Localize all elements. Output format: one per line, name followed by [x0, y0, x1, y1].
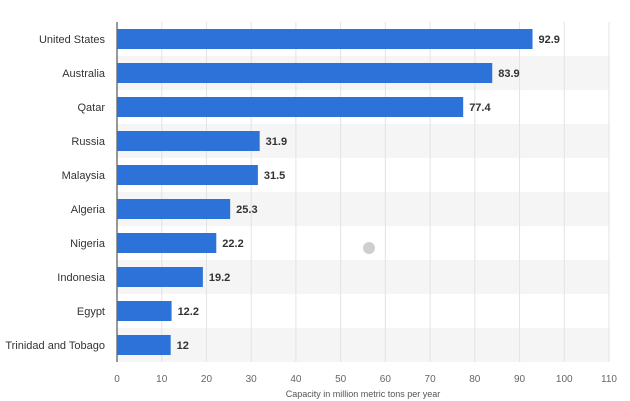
row-bands: [117, 56, 609, 362]
x-tick-label: 80: [469, 374, 481, 385]
x-tick-label: 110: [601, 374, 617, 385]
value-label: 92.9: [539, 34, 560, 46]
value-label: 12: [177, 340, 189, 352]
x-tick-label: 30: [246, 374, 258, 385]
x-tick-label: 50: [335, 374, 347, 385]
mouse-cursor-indicator: [363, 242, 375, 254]
value-label: 77.4: [469, 102, 491, 114]
x-tick-label: 10: [156, 374, 168, 385]
value-label: 19.2: [209, 272, 230, 284]
x-tick-label: 40: [290, 374, 302, 385]
bar[interactable]: [117, 335, 171, 355]
x-tick-label: 20: [201, 374, 213, 385]
category-label: Algeria: [71, 204, 106, 216]
category-label: Egypt: [77, 306, 105, 318]
bar[interactable]: [117, 199, 231, 219]
category-labels: United States Australia Qatar Russia Malaysi…: [5, 34, 106, 352]
bar[interactable]: [117, 29, 533, 49]
x-tick-label: 90: [514, 374, 526, 385]
bars: [117, 29, 533, 355]
category-label: Indonesia: [57, 272, 106, 284]
category-label: Qatar: [77, 102, 105, 114]
category-label: United States: [39, 34, 106, 46]
x-tick-labels: 0 10 20 30 40 50 60 70 80 90 100 110: [114, 374, 617, 385]
category-label: Russia: [71, 136, 106, 148]
value-label: 25.3: [236, 204, 257, 216]
bar[interactable]: [117, 165, 258, 185]
x-tick-label: 70: [425, 374, 437, 385]
bar[interactable]: [117, 267, 203, 287]
value-label: 31.9: [266, 136, 287, 148]
x-tick-label: 60: [380, 374, 392, 385]
bar[interactable]: [117, 97, 464, 117]
category-label: Malaysia: [62, 170, 106, 182]
value-label: 31.5: [264, 170, 285, 182]
bar[interactable]: [117, 131, 260, 151]
row-band: [117, 328, 609, 362]
x-axis-title: Capacity in million metric tons per year: [286, 389, 441, 399]
bar[interactable]: [117, 233, 217, 253]
bar[interactable]: [117, 63, 493, 83]
value-labels: 92.9 83.9 77.4 31.9 31.5 25.3 22.2 19.2 12.2 12: [177, 34, 560, 352]
category-label: Nigeria: [70, 238, 106, 250]
value-label: 12.2: [178, 306, 199, 318]
value-label: 83.9: [498, 68, 519, 80]
x-tick-label: 0: [114, 374, 120, 385]
bar[interactable]: [117, 301, 172, 321]
value-label: 22.2: [222, 238, 243, 250]
x-tick-label: 100: [556, 374, 573, 385]
category-label: Australia: [62, 68, 106, 80]
category-label: Trinidad and Tobago: [5, 340, 105, 352]
